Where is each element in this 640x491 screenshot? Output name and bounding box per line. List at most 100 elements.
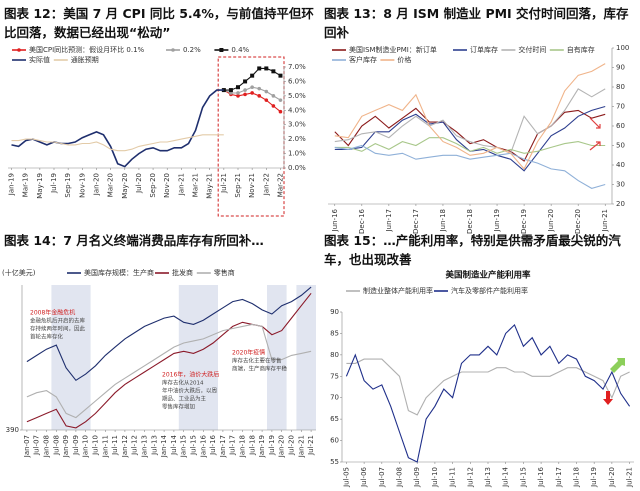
x-tick-label: Mar-20 <box>107 173 115 197</box>
data-marker <box>271 69 276 74</box>
chart-panel: 55 60 65 70 75 80 85 90 Jul-05 Jul-06 Jul-07 Jul-08… <box>330 270 634 488</box>
x-tick-label: Jan-16 <box>199 434 207 458</box>
x-tick-label: Jan-20 <box>278 435 286 458</box>
data-marker <box>271 104 276 108</box>
x-tick-label: Jul-16 <box>537 466 545 487</box>
y-tick-label: 85 <box>330 329 339 337</box>
x-tick-label: Jan-12 <box>121 435 129 458</box>
y-axis-label: (十亿美元) <box>2 268 36 277</box>
y-tick-label: 30 <box>616 181 625 189</box>
x-tick-label: Jan-19 <box>258 435 266 458</box>
figure-caption: 图表 14：7 月名义终端消费品库存有所回补… <box>4 233 264 248</box>
shaded-period <box>51 285 91 430</box>
arrow-icon <box>603 391 613 405</box>
x-tick-label: Jun-18 <box>439 209 447 232</box>
annotation-text: 存持续两年时间，因此 <box>30 325 86 333</box>
data-line <box>334 63 606 170</box>
y-tick-label: 60 <box>616 122 625 130</box>
y-tick-label: 65 <box>330 415 339 423</box>
x-tick-label: Nov-20 <box>163 173 171 198</box>
y-tick-label: 50 <box>616 142 625 150</box>
data-line <box>334 88 606 155</box>
arrow-icon <box>589 117 601 129</box>
x-tick-label: Jul-20 <box>135 173 143 194</box>
x-tick-label: Sep-20 <box>149 173 157 198</box>
x-tick-label: Jul-05 <box>342 467 350 488</box>
x-tick-label: Jul-15 <box>190 435 198 456</box>
x-tick-label: Jul-15 <box>519 467 527 488</box>
x-tick-label: Jul-19 <box>50 173 58 194</box>
annotation-title: 2008年金融危机 <box>30 309 75 317</box>
x-tick-label: Jan-19 <box>8 173 16 196</box>
x-tick-label: Jan-14 <box>160 434 168 458</box>
y-tick-label: 2.0% <box>288 135 306 143</box>
arrow-icon <box>610 358 625 373</box>
x-tick-label: Jan-07 <box>23 435 31 458</box>
x-tick-label: Jan-21 <box>177 173 185 196</box>
legend-label: 价格 <box>397 55 411 64</box>
y-tick-label: 90 <box>616 64 625 72</box>
x-tick-label: Jan-22 <box>262 173 270 196</box>
data-line <box>26 323 312 419</box>
data-marker <box>236 91 240 95</box>
data-marker <box>243 92 247 97</box>
legend-label: 美国CPI同比预测：假设月环比 0.1% <box>29 45 145 54</box>
x-tick-label: Jan-21 <box>297 435 305 458</box>
data-marker <box>250 91 254 95</box>
y-tick-label: 60 <box>330 437 339 445</box>
data-marker <box>221 88 226 93</box>
data-marker <box>264 98 269 102</box>
x-tick-label: Dec-16 <box>358 208 366 234</box>
annotation-text: 期品、工业品为主 <box>162 395 207 403</box>
shaded-period <box>267 285 287 430</box>
x-tick-label: Dec-17 <box>412 209 420 234</box>
x-tick-label: Jun-20 <box>547 209 555 232</box>
chart-panel: 20 30 40 50 60 70 80 90 100 Jun-16 Dec-16 Jun-17 Dec… <box>328 44 629 234</box>
legend-label: 0.2% <box>183 46 201 54</box>
x-tick-label: Jul-17 <box>555 467 563 488</box>
x-tick-label: Jun-17 <box>385 209 393 232</box>
x-tick-label: Dec-18 <box>466 209 474 234</box>
x-tick-label: Dec-20 <box>574 209 582 234</box>
x-tick-label: Jun-21 <box>601 209 609 232</box>
annotation-title: 2020年疫情 <box>232 349 265 357</box>
x-tick-label: Jul-20 <box>608 467 616 488</box>
figure-caption: 图表 12：美国 7 月 CPI 同比 5.4%，与前值持平但环比回落，数据已经… <box>4 6 314 40</box>
legend-label: 实际值 <box>29 55 50 64</box>
x-tick-label: Jul-18 <box>572 467 580 488</box>
legend-label: 交付时间 <box>518 45 546 54</box>
x-tick-label: Nov-21 <box>248 173 256 198</box>
y-tick-label: 5.0% <box>288 92 306 100</box>
x-tick-label: Jul-08 <box>52 435 60 456</box>
x-tick-label: Jul-10 <box>92 435 100 456</box>
annotation-text: 零售库存增加 <box>162 403 195 411</box>
legend-label: 批发商 <box>172 268 193 277</box>
x-tick-label: Jul-10 <box>431 467 439 488</box>
y-tick-label: 7.0% <box>288 63 306 71</box>
data-marker <box>271 94 276 98</box>
x-tick-label: Nov-19 <box>78 173 86 198</box>
data-marker <box>243 79 248 84</box>
y-tick-label: 75 <box>330 372 339 380</box>
x-tick-label: Jul-11 <box>111 435 119 456</box>
x-tick-label: Jul-09 <box>72 435 80 456</box>
x-tick-label: Jul-17 <box>229 435 237 456</box>
x-tick-label: Jul-18 <box>248 435 256 456</box>
x-tick-label: May-21 <box>206 173 214 199</box>
x-tick-label: Jul-11 <box>449 467 457 488</box>
data-marker <box>257 94 262 98</box>
x-tick-label: Jul-19 <box>268 435 276 456</box>
x-tick-label: Jul-21 <box>220 173 228 194</box>
x-tick-label: Jul-20 <box>288 435 296 456</box>
legend-label: 0.4% <box>231 46 249 54</box>
x-tick-label: Jan-15 <box>180 435 188 458</box>
y-tick-label: 55 <box>330 458 339 466</box>
x-tick-label: Jan-13 <box>141 435 149 458</box>
annotation-text: 年中油价大跌后，以周 <box>162 387 217 395</box>
data-line <box>26 292 312 429</box>
x-tick-label: Jan-08 <box>43 435 51 458</box>
data-marker <box>236 85 240 90</box>
chart-panel: 0.0% 1.0% 2.0% 3.0% 4.0% 5.0% 6.0% 7.0% Jan-19 Ma… <box>8 45 306 217</box>
legend-label: 零售商 <box>214 268 235 277</box>
legend-marker <box>171 48 175 52</box>
